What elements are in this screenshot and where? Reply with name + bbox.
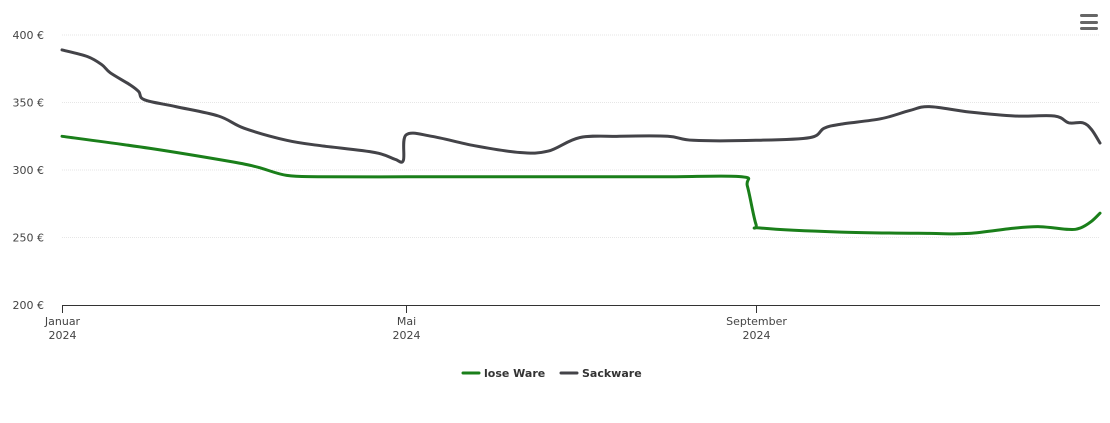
y-tick-label: 300 € (13, 164, 45, 177)
x-tick-year-label: 2024 (743, 329, 771, 342)
legend-item-lose-ware[interactable]: lose Ware (461, 367, 545, 380)
x-tick-year-label: 2024 (393, 329, 421, 342)
legend-label: lose Ware (484, 367, 545, 380)
x-tick-label: Mai (397, 315, 416, 328)
y-tick-label: 400 € (13, 29, 45, 42)
grid-lines (62, 34, 1100, 238)
series-layer (60, 48, 1102, 236)
legend-item-sackware[interactable]: Sackware (559, 367, 642, 380)
hamburger-menu-icon-bar (1080, 27, 1098, 30)
y-tick-label: 350 € (13, 97, 45, 110)
legend[interactable]: lose Ware Sackware (461, 367, 642, 380)
hamburger-menu-icon (1080, 14, 1098, 17)
series-line-sackware[interactable] (60, 48, 1102, 164)
y-tick-label: 200 € (13, 299, 45, 312)
chart-menu-button[interactable] (1079, 13, 1099, 31)
legend-label: Sackware (582, 367, 642, 380)
series-line-lose-ware[interactable] (60, 134, 1102, 236)
hamburger-menu-icon-bar (1080, 20, 1098, 24)
x-tick-label: September (726, 315, 787, 328)
y-tick-label: 250 € (13, 232, 45, 245)
y-axis: 200 € 250 € 300 € 350 € 400 € (13, 29, 45, 312)
x-tick-year-label: 2024 (49, 329, 77, 342)
x-tick-label: Januar (44, 315, 81, 328)
